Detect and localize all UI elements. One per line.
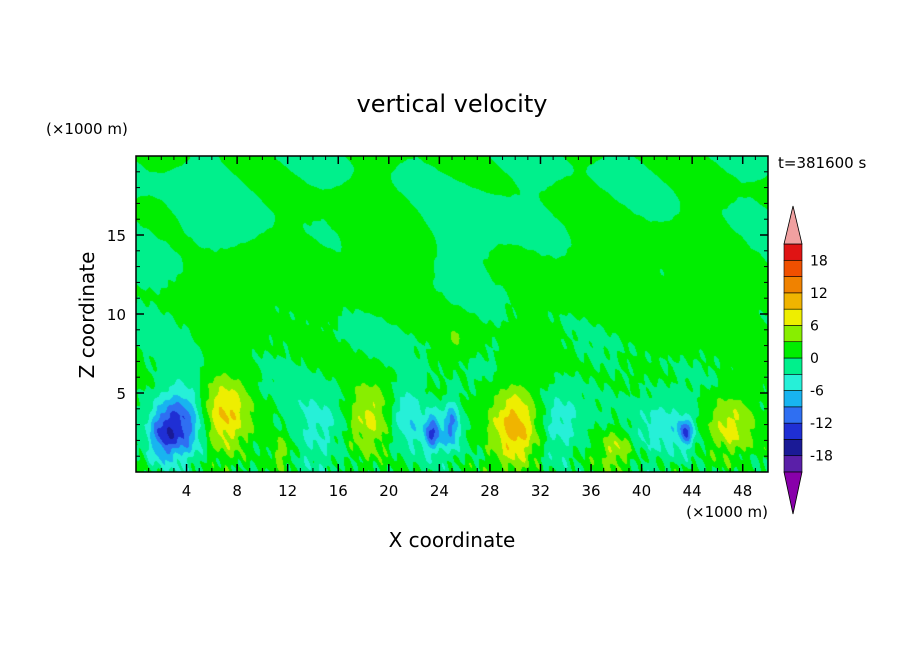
time-label: t=381600 s [778, 154, 866, 172]
x-axis-label: X coordinate [389, 528, 516, 552]
colorbar-segment [783, 373, 803, 391]
colorbar-tick-label: -12 [810, 416, 833, 432]
y-axis-label: Z coordinate [75, 252, 99, 379]
colorbar-tick-label: 12 [810, 286, 828, 302]
x-tick-label: 32 [531, 482, 550, 500]
x-tick-label: 4 [182, 482, 192, 500]
chart-title: vertical velocity [357, 90, 548, 118]
velocity-field [136, 156, 768, 472]
x-tick-label: 28 [480, 482, 499, 500]
colorbar-tick-label: 6 [810, 318, 819, 334]
colorbar-segment [783, 455, 803, 473]
x-tick-label: 36 [581, 482, 600, 500]
colorbar-segment [783, 308, 803, 326]
colorbar: 18 12 6 0 -6 -12 -18 [783, 205, 833, 515]
colorbar-segment [783, 292, 803, 310]
colorbar-segment [783, 390, 803, 408]
colorbar-segment [783, 325, 803, 343]
colorbar-segment [783, 243, 803, 261]
y-tick-label: 15 [107, 227, 126, 245]
y-tick-label: 5 [116, 385, 126, 403]
colorbar-tick-label: -18 [810, 449, 833, 465]
x-tick-label: 44 [683, 482, 702, 500]
colorbar-tick-label: -6 [810, 384, 824, 400]
colorbar-tick-label: 18 [810, 253, 828, 269]
x-tick-label: 8 [232, 482, 242, 500]
x-tick-label: 48 [733, 482, 752, 500]
x-axis-unit: (×1000 m) [686, 503, 768, 521]
colorbar-under-arrow [783, 471, 803, 515]
x-tick-label: 16 [329, 482, 348, 500]
y-axis-unit: (×1000 m) [46, 120, 128, 138]
colorbar-segment [783, 341, 803, 359]
colorbar-segment [783, 276, 803, 294]
x-tick-label: 20 [379, 482, 398, 500]
x-tick-label: 24 [430, 482, 449, 500]
x-axis: 4 8 12 16 20 24 28 32 36 40 44 48 [148, 156, 756, 500]
colorbar-over-arrow [783, 205, 803, 245]
y-tick-label: 10 [107, 306, 126, 324]
colorbar-segment [783, 357, 803, 375]
colorbar-segment [783, 439, 803, 457]
y-axis: 5 10 15 [107, 171, 768, 457]
colorbar-segment [783, 259, 803, 277]
colorbar-segment [783, 406, 803, 424]
colorbar-segment [783, 422, 803, 440]
colorbar-tick-label: 0 [810, 351, 819, 367]
x-tick-label: 40 [632, 482, 651, 500]
x-tick-label: 12 [278, 482, 297, 500]
